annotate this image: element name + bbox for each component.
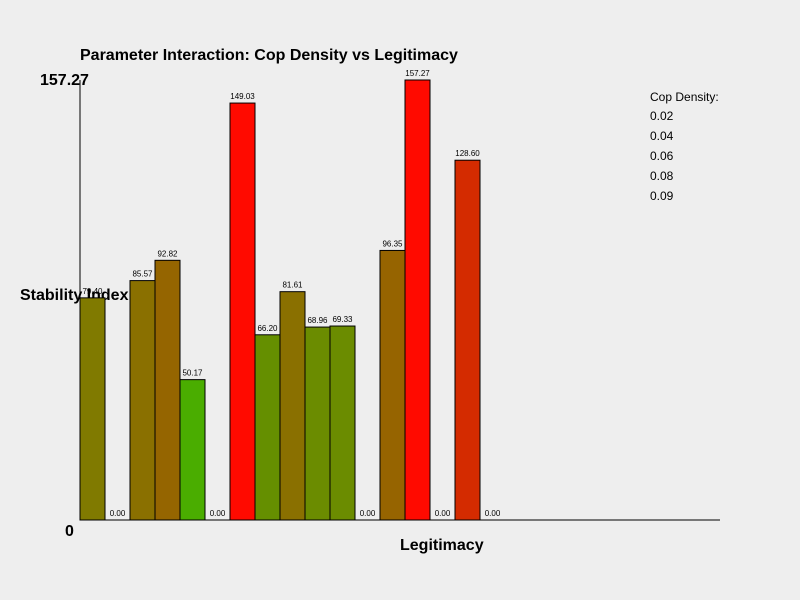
bar — [229, 102, 256, 521]
bar-value-label: 0.00 — [435, 509, 451, 518]
bar-value-label: 157.27 — [405, 69, 430, 78]
bar — [154, 259, 181, 521]
bar — [329, 325, 356, 521]
bar — [129, 280, 156, 521]
bar — [379, 249, 406, 521]
bar-value-label: 50.17 — [182, 369, 203, 378]
bar — [179, 379, 206, 521]
legend: Cop Density: 0.02 0.04 0.06 0.08 0.09 — [650, 90, 719, 203]
bar-value-label: 0.00 — [360, 509, 376, 518]
bar-value-label: 96.35 — [382, 239, 403, 248]
bars: 79.40 0.00 85.57 92.82 50.17 0.00 149.03 66.20 8… — [79, 69, 501, 521]
y-axis-label: Stability Index — [20, 287, 129, 304]
x-axis-label: Legitimacy — [400, 537, 484, 554]
legend-title: Cop Density: — [650, 90, 719, 104]
y-tick-zero: 0 — [65, 523, 74, 540]
bar — [79, 297, 106, 521]
legend-entry: 0.06 — [650, 149, 674, 163]
bar — [254, 334, 281, 521]
y-tick-max: 157.27 — [40, 72, 89, 89]
bar — [279, 291, 306, 521]
chart-title: Parameter Interaction: Cop Density vs Le… — [80, 47, 458, 64]
bar-value-label: 149.03 — [230, 92, 255, 101]
bar-value-label: 68.96 — [307, 316, 328, 325]
bar — [304, 326, 331, 521]
bar-value-label: 128.60 — [455, 149, 480, 158]
bar-value-label: 69.33 — [332, 315, 353, 324]
bar-value-label: 85.57 — [132, 270, 153, 279]
bar-value-label: 81.61 — [282, 281, 303, 290]
bar-value-label: 0.00 — [485, 509, 501, 518]
bar — [404, 79, 431, 521]
bar-value-label: 79.40 — [82, 287, 103, 296]
bar-value-label: 0.00 — [110, 509, 126, 518]
bar-value-label: 66.20 — [257, 324, 278, 333]
bar-value-label: 92.82 — [157, 249, 178, 258]
bar-value-label: 0.00 — [210, 509, 226, 518]
legend-entry: 0.09 — [650, 189, 674, 203]
bar — [454, 159, 481, 521]
legend-entry: 0.08 — [650, 169, 674, 183]
legend-entry: 0.04 — [650, 129, 674, 143]
legend-entry: 0.02 — [650, 109, 674, 123]
